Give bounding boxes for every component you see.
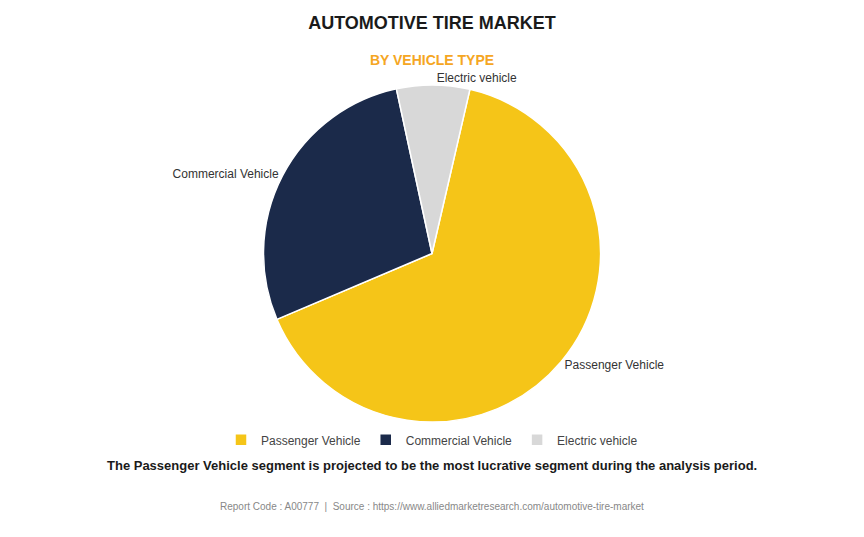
svg-text:Electric vehicle: Electric vehicle (437, 71, 517, 85)
svg-text:Commercial Vehicle: Commercial Vehicle (406, 434, 512, 448)
svg-text:Electric vehicle: Electric vehicle (557, 434, 637, 448)
svg-text:BY VEHICLE TYPE: BY VEHICLE TYPE (370, 52, 494, 68)
svg-text:Commercial Vehicle: Commercial Vehicle (173, 167, 279, 181)
svg-text:Report Code : A00777 | Sourc: Report Code : A00777 | Source : https://… (220, 501, 644, 512)
svg-text:The Passenger Vehicle segment: The Passenger Vehicle segment is project… (107, 458, 757, 473)
svg-text:AUTOMOTIVE TIRE MARKET: AUTOMOTIVE TIRE MARKET (308, 13, 556, 33)
svg-text:Passenger Vehicle: Passenger Vehicle (565, 358, 665, 372)
svg-text:Passenger Vehicle: Passenger Vehicle (261, 434, 361, 448)
